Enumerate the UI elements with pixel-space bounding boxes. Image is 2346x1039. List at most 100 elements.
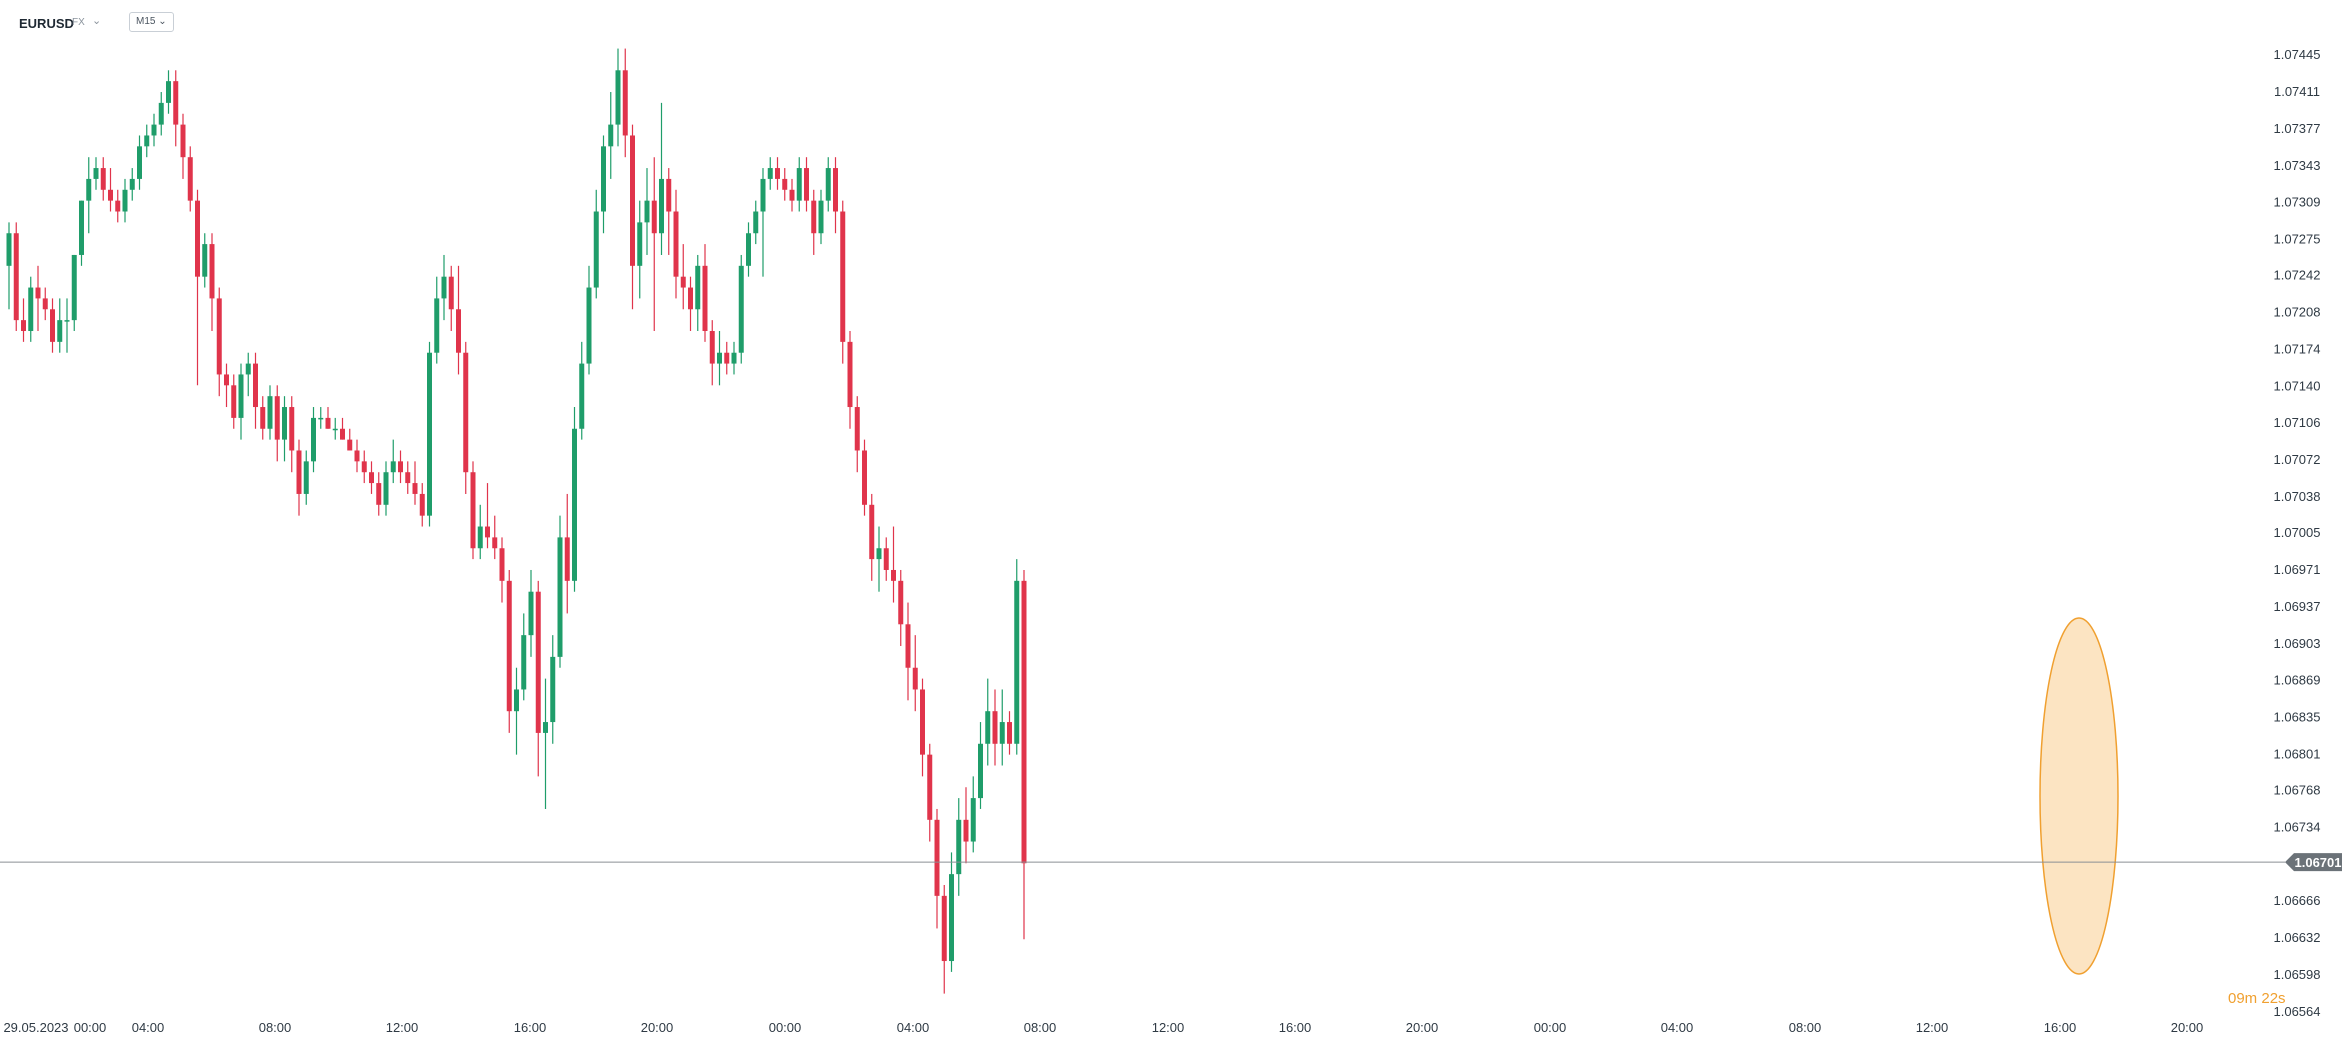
- candle-body: [521, 635, 527, 690]
- candle-body: [137, 146, 142, 179]
- candle-body: [412, 483, 418, 494]
- candle-body: [949, 874, 954, 962]
- candle-body: [992, 711, 998, 744]
- candle-body: [361, 461, 367, 473]
- candle-body: [441, 276, 447, 299]
- candle-body: [876, 548, 882, 560]
- candle-body: [6, 233, 12, 266]
- price-tick-label: 1.06564: [2274, 1004, 2321, 1019]
- candle-body: [804, 168, 809, 201]
- current-price-line-group: 1.06701: [0, 853, 2342, 872]
- candle-body: [499, 548, 505, 581]
- candle-body: [535, 591, 541, 733]
- candle-body: [180, 124, 186, 158]
- candle-body: [260, 407, 266, 429]
- candle-body: [927, 754, 933, 820]
- candle-body: [28, 287, 34, 331]
- price-tick-label: 1.07275: [2274, 232, 2321, 247]
- candle-body: [615, 70, 621, 125]
- candle-body: [528, 591, 534, 636]
- time-tick-label: 08:00: [1024, 1020, 1057, 1035]
- price-tick-label: 1.07072: [2274, 452, 2321, 467]
- candle-body: [659, 178, 664, 234]
- candle-body: [158, 102, 164, 125]
- candle-body: [709, 330, 715, 364]
- price-tick-label: 1.07174: [2274, 341, 2321, 356]
- candle-body: [825, 168, 831, 201]
- time-tick-label: 12:00: [386, 1020, 419, 1035]
- candle-body: [463, 352, 469, 473]
- price-tick-label: 1.07038: [2274, 489, 2321, 504]
- candle-body: [303, 461, 309, 494]
- time-tick-label: 12:00: [1916, 1020, 1949, 1035]
- time-tick-label: 04:00: [897, 1020, 930, 1035]
- candle-body: [325, 417, 331, 429]
- candle-body: [245, 363, 251, 375]
- candle-body: [782, 178, 788, 190]
- candle-body: [775, 168, 780, 179]
- chart-header: EURUSD FX ⌄ M15 ⌄: [0, 0, 2346, 46]
- candle-body: [622, 70, 628, 136]
- timeframe-label: M15: [136, 16, 156, 27]
- time-tick-label: 04:00: [132, 1020, 165, 1035]
- highlight-ellipse: [2039, 617, 2119, 975]
- candle-body: [282, 407, 287, 440]
- candle-body: [1021, 580, 1027, 864]
- chevron-down-icon[interactable]: ⌄: [92, 15, 102, 27]
- price-tick-label: 1.07309: [2274, 195, 2321, 210]
- time-tick-label: 20:00: [2171, 1020, 2204, 1035]
- candle-body: [796, 168, 802, 201]
- candle-body: [274, 396, 280, 440]
- symbol-label[interactable]: EURUSD: [19, 16, 74, 31]
- time-tick-label: 20:00: [641, 1020, 674, 1035]
- time-axis: 29.05.2023 00:00 04:00 08:00 12:00 16:00 20:00…: [3, 1020, 2203, 1035]
- time-tick-label: 00:00: [74, 1020, 107, 1035]
- candle-body: [854, 407, 860, 451]
- candle-body: [42, 298, 48, 310]
- time-tick-label: 20:00: [1406, 1020, 1439, 1035]
- time-tick-label: 08:00: [259, 1020, 292, 1035]
- candle-body: [767, 168, 773, 179]
- candle-body: [963, 819, 969, 842]
- candle-body: [695, 265, 701, 310]
- price-tick-label: 1.06768: [2274, 782, 2321, 797]
- price-tick-label: 1.07445: [2274, 47, 2321, 62]
- price-tick-label: 1.06971: [2274, 562, 2321, 577]
- time-tick-label: 04:00: [1661, 1020, 1694, 1035]
- candle-body: [477, 526, 483, 549]
- candle-body: [231, 385, 237, 418]
- price-tick-label: 1.06666: [2274, 893, 2321, 908]
- candle-body: [753, 211, 759, 234]
- candle-body: [760, 178, 766, 212]
- candle-body: [941, 895, 947, 962]
- candle-body: [717, 352, 722, 364]
- price-axis: 1.07445 1.07411 1.07377 1.07343 1.07309 1.072…: [2274, 47, 2321, 1019]
- timeframe-button[interactable]: M15 ⌄: [129, 12, 174, 32]
- candle-body: [224, 374, 229, 386]
- candle-body: [912, 667, 918, 690]
- candle-body: [289, 407, 295, 451]
- candle-body: [572, 428, 577, 581]
- time-tick-label: 16:00: [514, 1020, 547, 1035]
- time-tick-label: 16:00: [2044, 1020, 2077, 1035]
- candle-body: [550, 656, 556, 723]
- candle-body: [905, 624, 911, 668]
- candle-body: [267, 396, 273, 429]
- candle-body: [253, 363, 258, 408]
- time-tick-label: 29.05.2023: [3, 1020, 68, 1035]
- time-tick-label: 12:00: [1152, 1020, 1185, 1035]
- price-tick-label: 1.06734: [2274, 819, 2321, 834]
- candle-body: [1007, 722, 1012, 744]
- candle-body: [340, 428, 345, 440]
- candle-body: [79, 200, 84, 255]
- candle-body: [13, 233, 19, 321]
- candle-body: [166, 81, 171, 103]
- candle-body: [637, 222, 643, 266]
- candle-body: [369, 472, 374, 484]
- price-tick-label: 1.07411: [2274, 84, 2320, 99]
- candle-body: [789, 189, 795, 201]
- candle-body: [390, 461, 396, 473]
- candle-body: [601, 146, 606, 212]
- candle-body: [956, 819, 962, 875]
